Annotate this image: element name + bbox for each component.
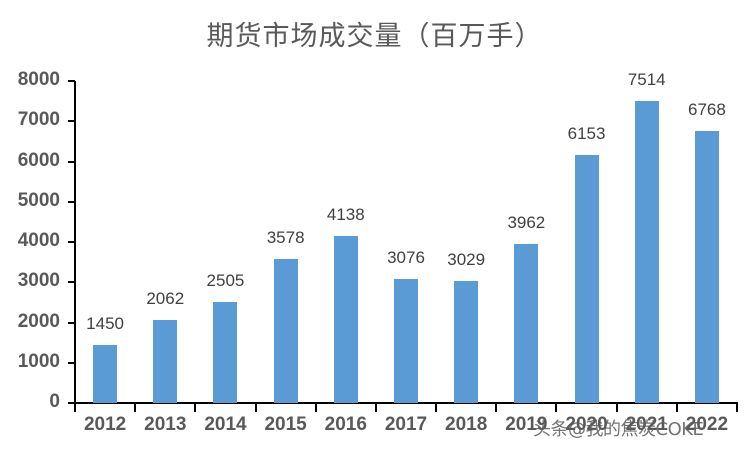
x-tick — [736, 402, 738, 412]
x-tick — [134, 402, 137, 412]
x-tick-label: 2018 — [445, 414, 488, 435]
bar-2021 — [634, 100, 659, 403]
x-tick — [314, 402, 317, 412]
y-tick — [68, 120, 75, 123]
x-tick — [254, 402, 257, 412]
bar-2016 — [333, 236, 358, 403]
bar-2015 — [273, 258, 298, 403]
bar-2017 — [394, 279, 418, 403]
x-tick-label: 2012 — [83, 414, 127, 435]
y-tick — [68, 80, 75, 82]
y-tick-label: 7000 — [17, 109, 60, 131]
data-label: 1450 — [86, 313, 124, 333]
data-label: 2062 — [146, 289, 185, 308]
y-axis-line — [74, 81, 76, 404]
x-tick — [615, 402, 618, 412]
x-tick-label: 2020 — [565, 414, 608, 435]
x-tick — [74, 402, 76, 412]
y-tick — [68, 402, 75, 404]
x-tick-label: 2019 — [505, 414, 548, 435]
y-tick-label: 5000 — [17, 189, 60, 211]
y-tick — [68, 281, 75, 284]
data-label: 3076 — [387, 248, 425, 268]
x-tick-label: 2015 — [264, 414, 307, 435]
data-label: 6768 — [687, 99, 726, 119]
x-tick — [555, 402, 558, 412]
y-tick — [68, 160, 75, 163]
bar-2014 — [213, 302, 238, 403]
bar-2019 — [514, 243, 539, 403]
y-tick-label: 0 — [49, 391, 60, 412]
x-tick — [495, 402, 498, 412]
chart-title: 期货市场成交量（百万手） — [206, 21, 543, 52]
x-tick-label: 2017 — [384, 414, 428, 435]
x-tick — [675, 402, 678, 412]
y-tick-label: 6000 — [17, 149, 60, 171]
x-tick-label: 2013 — [144, 414, 187, 435]
y-tick — [68, 241, 75, 243]
x-tick — [374, 402, 377, 412]
y-tick-label: 4000 — [17, 230, 60, 251]
x-tick — [194, 402, 197, 412]
data-label: 3962 — [507, 212, 546, 232]
x-axis-line — [74, 402, 738, 404]
data-label: 4138 — [326, 205, 365, 225]
y-tick — [68, 200, 75, 203]
bar-2013 — [153, 320, 178, 403]
x-tick-label: 2021 — [625, 414, 668, 435]
y-tick-label: 8000 — [17, 69, 60, 90]
y-tick — [68, 321, 75, 324]
x-tick-label: 2014 — [204, 414, 247, 435]
y-tick — [68, 361, 75, 364]
bar-2022 — [694, 130, 719, 403]
data-label: 3029 — [447, 250, 486, 270]
x-tick-label: 2016 — [324, 414, 367, 435]
data-label: 6153 — [567, 124, 606, 144]
x-tick-label: 2022 — [685, 414, 729, 435]
y-tick-label: 3000 — [17, 270, 60, 292]
data-label: 7514 — [627, 69, 666, 89]
y-tick-label: 2000 — [17, 310, 60, 332]
watermark-text: 头条@我的焦炭COKE — [533, 419, 704, 440]
x-tick — [435, 402, 438, 412]
bar-2020 — [574, 155, 599, 403]
bar-2012 — [93, 344, 118, 403]
data-label: 2505 — [206, 271, 245, 291]
y-tick-label: 1000 — [17, 350, 60, 372]
data-label: 3578 — [266, 227, 305, 247]
bar-2018 — [454, 281, 479, 403]
